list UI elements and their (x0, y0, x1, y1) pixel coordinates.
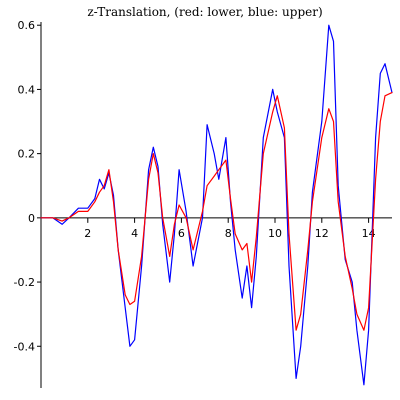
y-tick-label: -0.4 (14, 340, 35, 353)
x-tick-label: 8 (225, 227, 232, 240)
x-tick-label: 2 (84, 227, 91, 240)
series-line-1 (40, 24, 393, 386)
y-tick-label: -0.2 (14, 276, 35, 289)
y-tick-labels: -0.4 -0.2 0 0.2 0.4 0.6 (14, 19, 35, 353)
x-tick-labels: 2 4 6 8 10 12 14 (84, 227, 375, 240)
chart-title: z-Translation, (red: lower, blue: upper) (87, 5, 322, 19)
series-layer (40, 24, 393, 386)
x-tick-label: 10 (268, 227, 282, 240)
axes (37, 22, 392, 388)
y-tick-label: 0.6 (18, 19, 36, 32)
y-tick-label: 0 (28, 212, 35, 225)
x-tick-label: 4 (131, 227, 138, 240)
y-tick-label: 0.2 (18, 148, 36, 161)
x-tick-label: 6 (178, 227, 185, 240)
y-tick-label: 0.4 (18, 83, 36, 96)
series-line-2 (40, 92, 393, 331)
x-tick-label: 12 (315, 227, 329, 240)
